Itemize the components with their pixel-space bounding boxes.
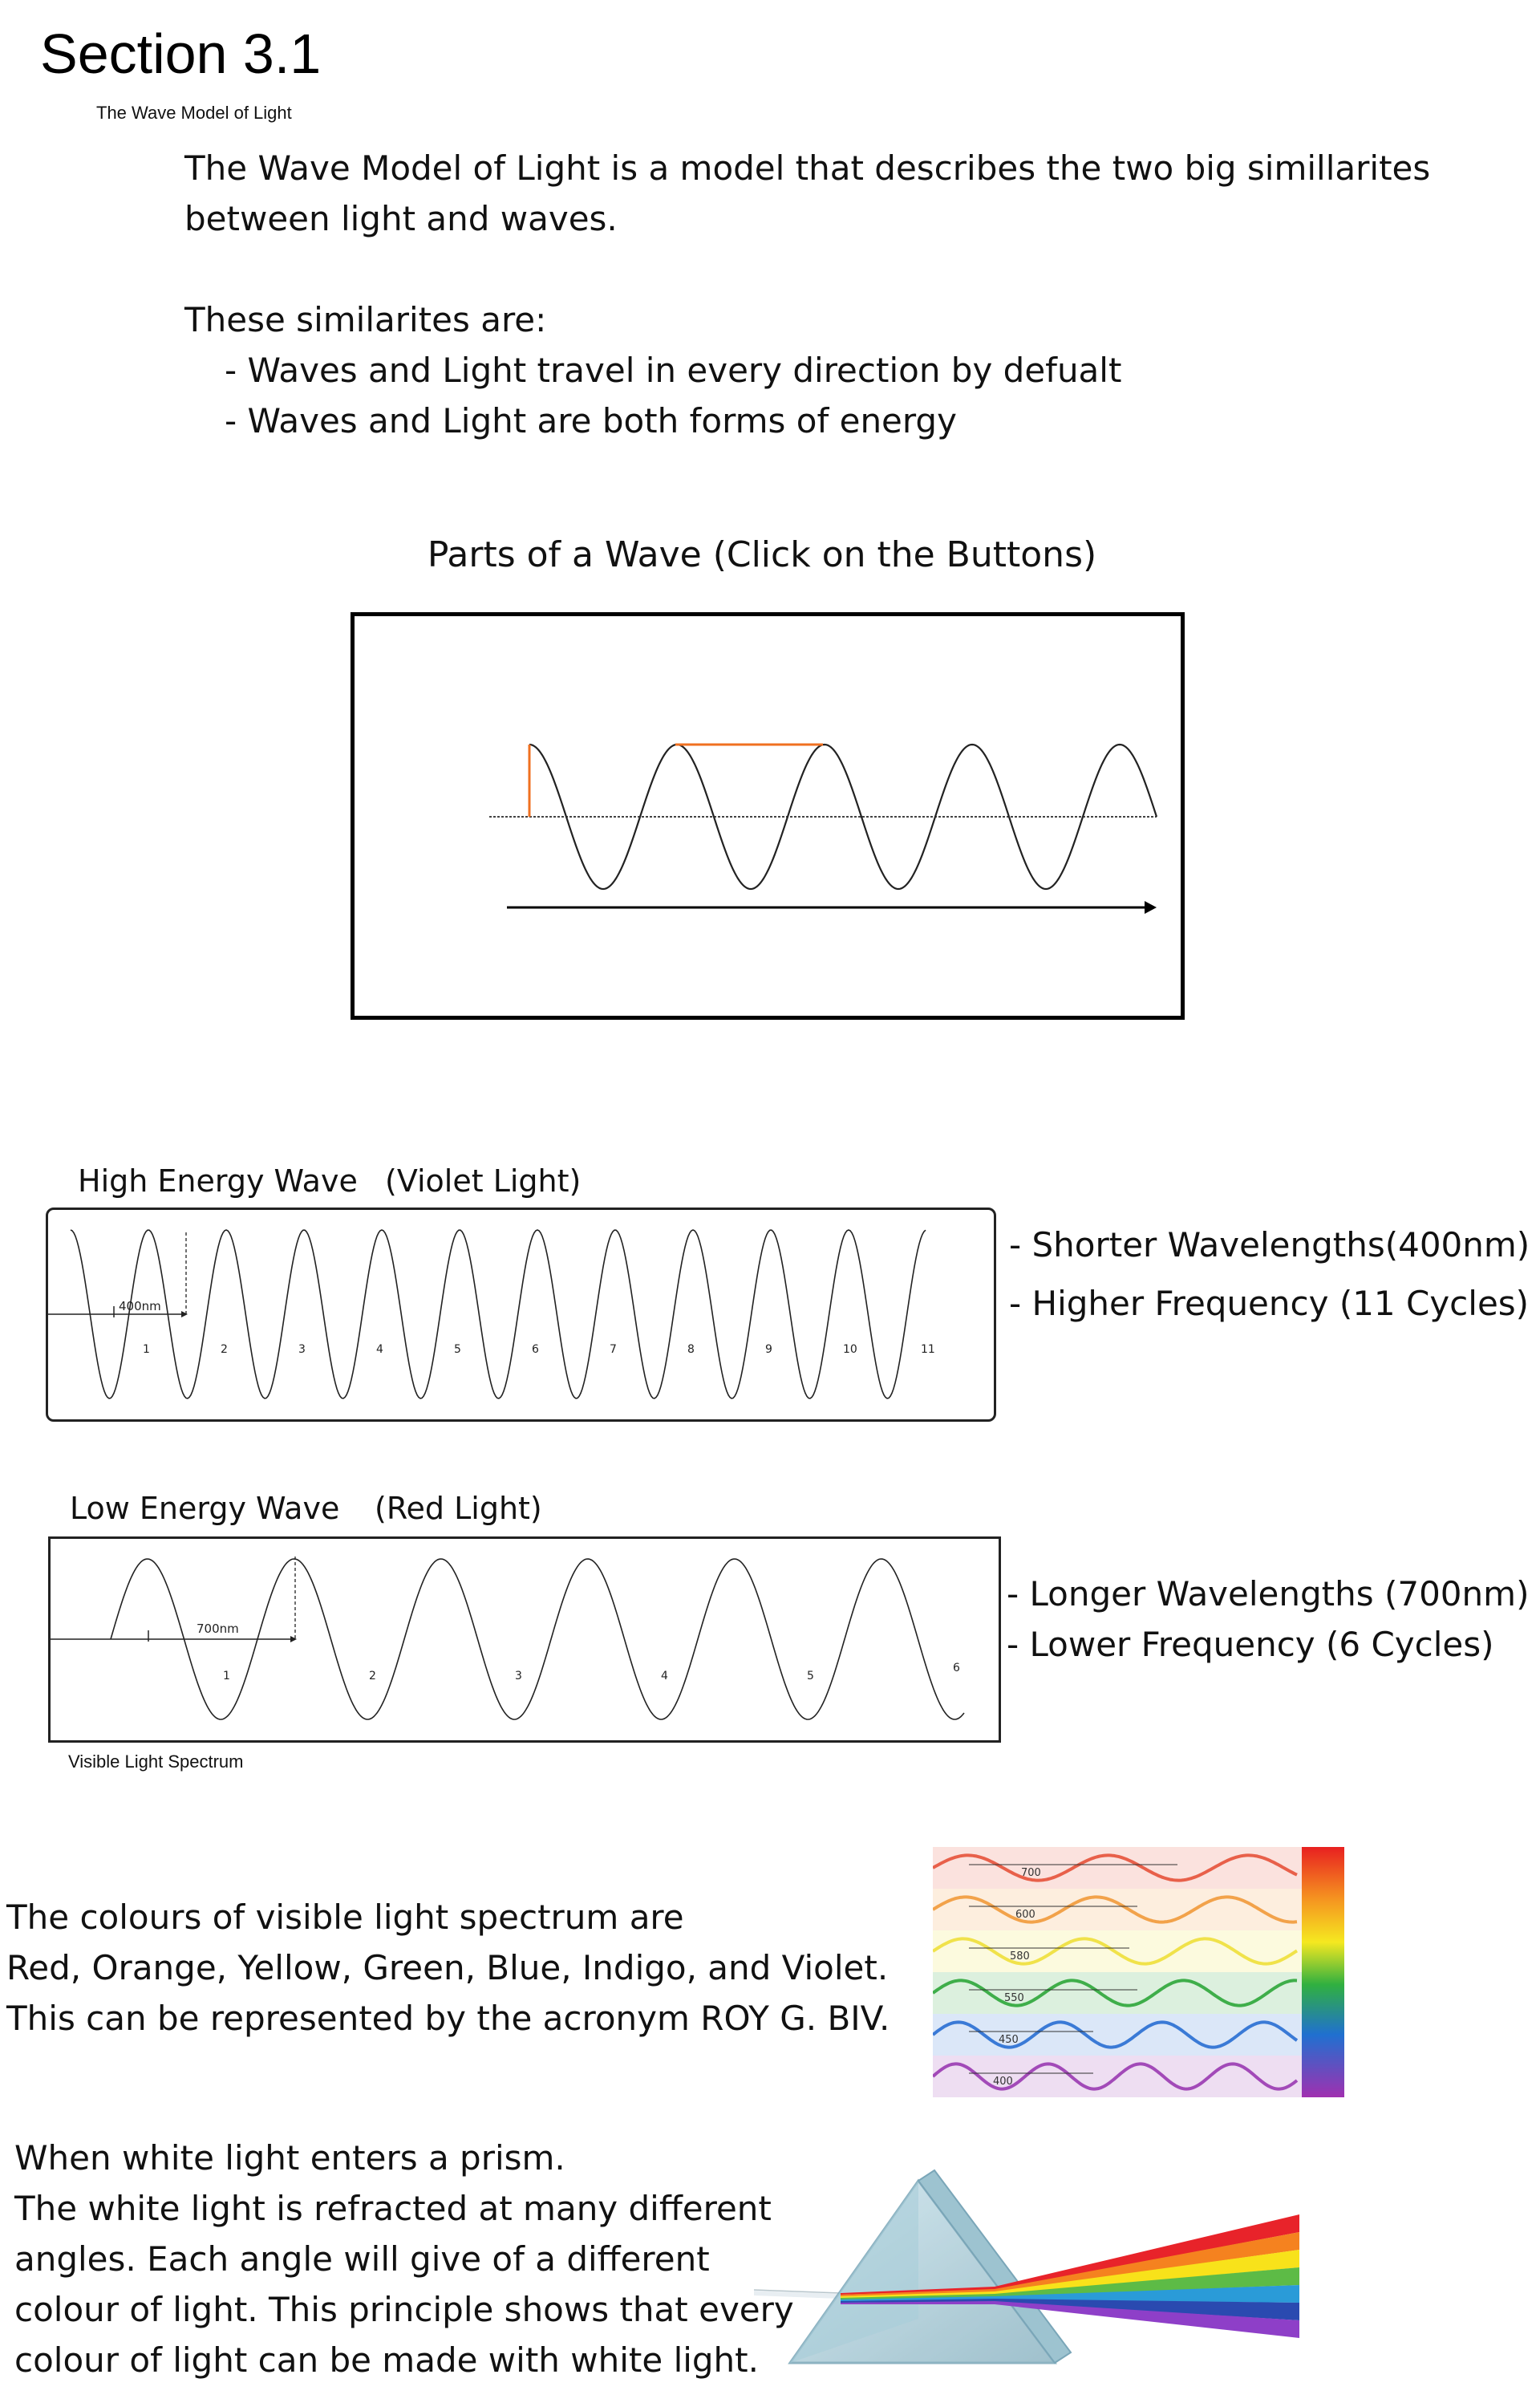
wavelength-label: 450 (999, 2034, 1019, 2046)
wavelength-arrow-head (290, 1636, 297, 1642)
wavelength-label: 600 (1015, 1909, 1035, 1921)
cycle-label: 9 (765, 1343, 772, 1356)
low-energy-notes: - Longer Wavelengths (700nm) - Lower Fre… (1007, 1569, 1529, 1670)
cycle-label: 6 (532, 1343, 539, 1356)
cycle-label: 11 (921, 1343, 935, 1356)
white-light-ray (754, 2293, 841, 2296)
low-energy-wave-box: 700nm 1 2 3 4 5 6 (48, 1536, 1001, 1743)
low-energy-wave-svg: 700nm 1 2 3 4 5 6 (51, 1539, 999, 1740)
cycle-label: 5 (807, 1670, 814, 1682)
cycle-label: 5 (454, 1343, 461, 1356)
text-line: The colours of visible light spectrum ar… (6, 1892, 890, 1942)
cycle-label: 8 (687, 1343, 695, 1356)
spectrum-svg: 700 600 580 550 450 400 (933, 1847, 1344, 2097)
spectrum-band (933, 2014, 1302, 2056)
wavelength-label: 550 (1004, 1992, 1024, 2004)
prism-text: When white light enters a prism. The whi… (14, 2133, 794, 2385)
violet-wave (71, 1230, 926, 1398)
note-item: - Lower Frequency (6 Cycles) (1007, 1619, 1529, 1670)
prism-svg (754, 2166, 1299, 2375)
parts-of-wave-diagram[interactable] (351, 612, 1185, 1020)
cycle-label: 6 (953, 1662, 960, 1674)
section-subtitle: The Wave Model of Light (96, 103, 292, 124)
spectrum-text: The colours of visible light spectrum ar… (6, 1892, 890, 2044)
wavelength-label: 700nm (197, 1622, 239, 1636)
cycle-label: 4 (376, 1343, 383, 1356)
prism-image (754, 2166, 1299, 2375)
rainbow-bar (1302, 1847, 1344, 2097)
cycle-labels: 1 2 3 4 5 6 (223, 1662, 960, 1682)
list-item: - Waves and Light are both forms of ener… (225, 396, 1121, 446)
text-line: Red, Orange, Yellow, Green, Blue, Indigo… (6, 1942, 890, 1993)
spectrum-band (933, 1889, 1302, 1930)
similarities-list: - Waves and Light travel in every direct… (225, 345, 1121, 446)
spectrum-bands: 700 600 580 550 450 400 (933, 1847, 1302, 2097)
cycle-label: 3 (515, 1670, 522, 1682)
spectrum-image: 700 600 580 550 450 400 (933, 1847, 1344, 2097)
high-energy-wave-svg: 400nm 1 2 3 4 5 6 7 8 9 10 11 (48, 1210, 994, 1419)
note-item: - Higher Frequency (11 Cycles) (1009, 1274, 1530, 1333)
high-energy-title: High Energy Wave (78, 1163, 358, 1199)
low-energy-light: (Red Light) (375, 1491, 542, 1526)
intro-line: The Wave Model of Light is a model that … (184, 143, 1430, 193)
spectrum-band (933, 1847, 1302, 1889)
wave-diagram-svg (355, 616, 1181, 1016)
wavelength-arrow-head (181, 1311, 188, 1317)
spectrum-label: Visible Light Spectrum (68, 1751, 244, 1772)
high-energy-notes: - Shorter Wavelengths(400nm) - Higher Fr… (1009, 1216, 1530, 1333)
cycle-label: 3 (298, 1343, 306, 1356)
cycle-labels: 1 2 3 4 5 6 7 8 9 10 11 (143, 1343, 935, 1356)
similarities-heading: These similarites are: (184, 294, 546, 345)
high-energy-light: (Violet Light) (385, 1163, 581, 1199)
text-line: The white light is refracted at many dif… (14, 2183, 794, 2234)
high-energy-wave-box: 400nm 1 2 3 4 5 6 7 8 9 10 11 (46, 1208, 996, 1422)
wavelength-label: 400 (993, 2076, 1013, 2088)
text-line: When white light enters a prism. (14, 2133, 794, 2183)
intro-paragraph: The Wave Model of Light is a model that … (184, 143, 1430, 244)
cycle-label: 2 (369, 1670, 376, 1682)
section-title: Section 3.1 (40, 18, 321, 90)
cycle-label: 1 (143, 1343, 150, 1356)
note-item: - Shorter Wavelengths(400nm) (1009, 1216, 1530, 1274)
intro-line: between light and waves. (184, 193, 1430, 244)
wavelength-label: 580 (1010, 1950, 1030, 1963)
note-item: - Longer Wavelengths (700nm) (1007, 1569, 1529, 1619)
low-energy-title: Low Energy Wave (70, 1491, 339, 1526)
wavelength-label: 700 (1021, 1867, 1041, 1879)
cycle-label: 4 (661, 1670, 668, 1682)
text-line: angles. Each angle will give of a differ… (14, 2234, 794, 2284)
list-item: - Waves and Light travel in every direct… (225, 345, 1121, 396)
wavelength-label: 400nm (119, 1299, 161, 1313)
parts-of-wave-title: Parts of a Wave (Click on the Buttons) (0, 530, 1524, 580)
cycle-label: 10 (843, 1343, 857, 1356)
cycle-label: 7 (610, 1343, 617, 1356)
direction-arrow-head (1145, 901, 1157, 914)
cycle-label: 1 (223, 1670, 230, 1682)
text-line: This can be represented by the acronym R… (6, 1993, 890, 2044)
cycle-label: 2 (221, 1343, 228, 1356)
text-line: colour of light can be made with white l… (14, 2335, 794, 2385)
text-line: colour of light. This principle shows th… (14, 2284, 794, 2335)
